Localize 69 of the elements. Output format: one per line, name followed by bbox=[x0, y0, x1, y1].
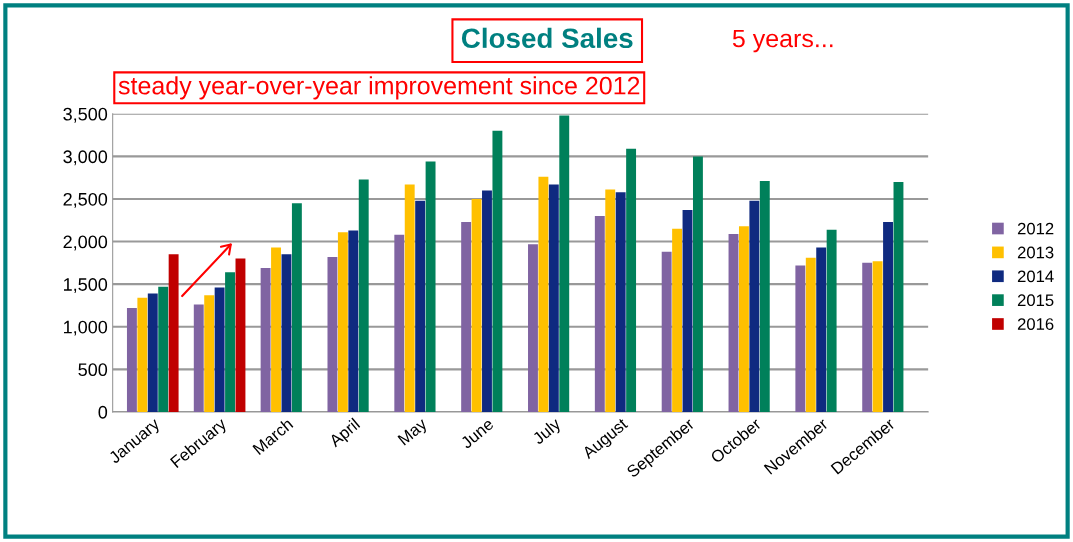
bar bbox=[348, 230, 359, 412]
bar bbox=[605, 189, 616, 412]
bar bbox=[682, 210, 693, 412]
bar bbox=[327, 256, 338, 412]
bar bbox=[728, 233, 739, 412]
y-tick-label: 2,500 bbox=[63, 192, 108, 208]
bar bbox=[862, 262, 873, 412]
bar bbox=[805, 257, 816, 412]
legend-label: 2014 bbox=[1017, 270, 1054, 283]
y-tick-label: 3,000 bbox=[63, 150, 108, 166]
bar bbox=[425, 161, 436, 412]
bar bbox=[759, 181, 770, 412]
bar bbox=[291, 203, 302, 412]
chart-title: Closed Sales bbox=[461, 27, 633, 49]
bar bbox=[168, 254, 179, 412]
bar bbox=[225, 272, 235, 412]
y-tick-label: 1,500 bbox=[64, 278, 108, 294]
y-tick-label: 1,000 bbox=[64, 320, 108, 336]
bar bbox=[816, 247, 827, 412]
text: 5 years... bbox=[732, 29, 833, 53]
y-tick-label: 0 bbox=[98, 405, 108, 419]
bar bbox=[415, 200, 426, 412]
bar bbox=[126, 308, 137, 412]
bar bbox=[559, 115, 570, 412]
x-tick-label: May bbox=[397, 417, 431, 449]
y-tick-label: 3,500 bbox=[63, 107, 108, 123]
bar bbox=[795, 265, 806, 412]
bar bbox=[214, 287, 225, 412]
bar bbox=[404, 184, 415, 412]
bar bbox=[482, 190, 492, 412]
bar bbox=[594, 216, 605, 412]
bar bbox=[260, 267, 271, 412]
bar bbox=[883, 221, 893, 412]
bar bbox=[626, 148, 637, 412]
bar bbox=[672, 228, 683, 412]
bar bbox=[337, 232, 348, 412]
bar bbox=[147, 293, 158, 412]
bar bbox=[461, 221, 472, 412]
bar bbox=[661, 251, 672, 412]
bar bbox=[528, 244, 538, 412]
bar bbox=[492, 130, 503, 412]
bar bbox=[137, 297, 148, 412]
y-tick-label: 500 bbox=[78, 363, 108, 377]
bar bbox=[615, 192, 626, 412]
bar bbox=[204, 295, 215, 412]
bar bbox=[158, 286, 169, 412]
bar bbox=[893, 181, 904, 412]
bar bbox=[394, 234, 405, 412]
legend-label: 2013 bbox=[1017, 246, 1054, 259]
bar bbox=[738, 226, 749, 412]
bar bbox=[548, 184, 559, 412]
bar bbox=[471, 198, 482, 412]
legend-label: 2012 bbox=[1017, 222, 1054, 235]
bar bbox=[826, 229, 837, 412]
bar bbox=[235, 258, 246, 412]
legend-label: 2015 bbox=[1017, 294, 1054, 307]
x-tick-label: July bbox=[531, 416, 564, 448]
text: steady year-over-year improvement since 2012 bbox=[118, 76, 640, 100]
y-tick-label: 2,000 bbox=[63, 235, 108, 251]
bar bbox=[692, 156, 703, 412]
x-tick-label: June bbox=[459, 417, 495, 450]
bar bbox=[872, 261, 883, 412]
bar bbox=[271, 247, 281, 412]
bar bbox=[538, 176, 549, 412]
bar bbox=[281, 254, 292, 412]
bar bbox=[749, 200, 760, 412]
bar bbox=[358, 179, 369, 412]
bar bbox=[193, 304, 204, 412]
legend-label: 2016 bbox=[1017, 318, 1054, 330]
